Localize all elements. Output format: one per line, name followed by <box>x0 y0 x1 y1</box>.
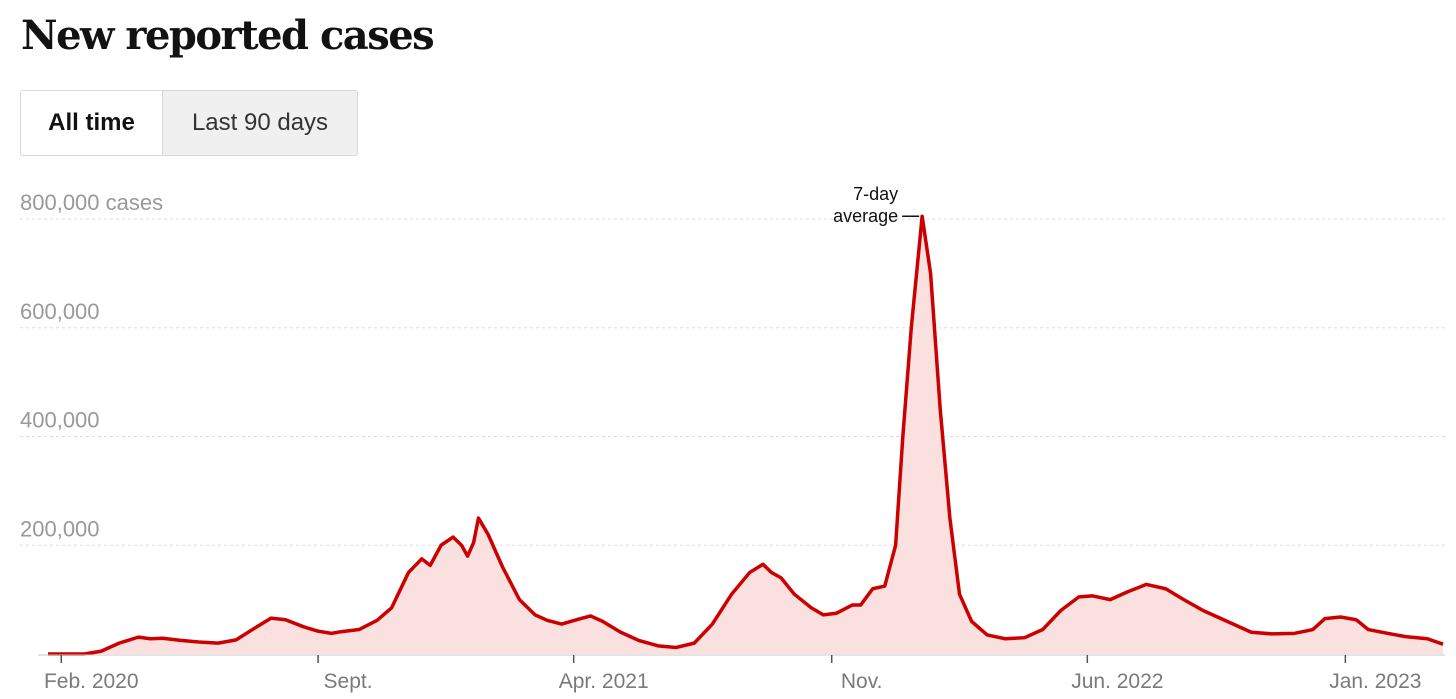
x-axis: Feb. 2020 Sept. Apr. 2021 Nov. Jun. 2022 Jan.… <box>44 655 1421 693</box>
annotation-label-line-2: average <box>833 206 898 226</box>
cases-area <box>48 216 1443 654</box>
x-tick-label: Feb. 2020 <box>44 670 139 693</box>
seven-day-average-line <box>48 214 1444 656</box>
y-axis-labels: 800,000 cases 600,000 400,000 200,000 <box>20 190 163 541</box>
last-90-days-button[interactable]: Last 90 days <box>163 91 357 155</box>
x-tick-label: Nov. <box>841 670 883 693</box>
x-tick-label: Sept. <box>324 670 373 693</box>
y-tick-label: 800,000 cases <box>20 190 163 215</box>
annotation-label-line-1: 7-day <box>853 184 898 204</box>
y-tick-label: 400,000 <box>20 408 100 433</box>
grid-lines <box>20 218 1446 546</box>
chart-title: New reported cases <box>21 12 435 59</box>
y-tick-label: 200,000 <box>20 516 100 541</box>
time-range-toggle: All time Last 90 days <box>20 90 358 156</box>
y-tick-label: 600,000 <box>20 299 100 324</box>
x-tick-label: Jan. 2023 <box>1329 670 1421 693</box>
x-tick-label: Apr. 2021 <box>559 670 649 693</box>
x-tick-label: Jun. 2022 <box>1071 670 1163 693</box>
all-time-button[interactable]: All time <box>21 91 163 155</box>
